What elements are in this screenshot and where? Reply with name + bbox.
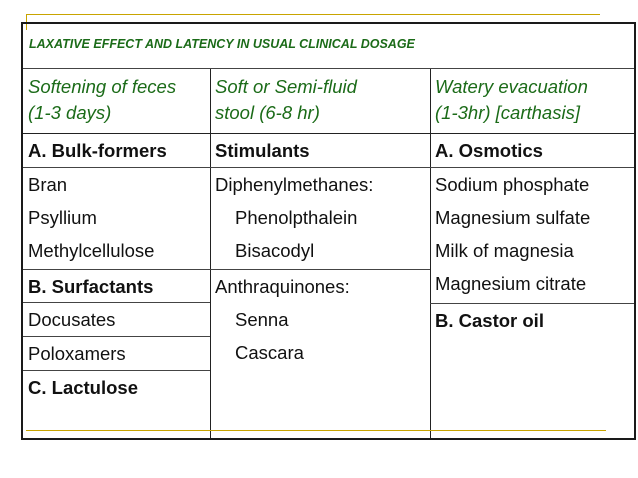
list-item: Poloxamers	[23, 337, 210, 371]
header-watery: Watery evacuation (1-3hr) [carthasis]	[430, 69, 634, 134]
header-soft-stool: Soft or Semi-fluid stool (6-8 hr)	[210, 69, 430, 134]
category-bulk-formers: A. Bulk-formers	[23, 134, 210, 168]
decorative-top-line	[26, 14, 600, 15]
list-item: Senna	[235, 309, 289, 330]
header-softening: Softening of feces (1-3 days)	[23, 69, 210, 134]
list-item: Milk of magnesia	[435, 240, 574, 261]
header-line: (1-3 days)	[28, 102, 112, 123]
list-item: Docusates	[23, 303, 210, 337]
group-label: Anthraquinones:	[215, 276, 350, 297]
list-item: Magnesium sulfate	[435, 207, 591, 228]
column-watery: Watery evacuation (1-3hr) [carthasis] A.…	[430, 69, 634, 438]
anthraquinones-group: Anthraquinones: Senna Cascara	[210, 269, 430, 439]
list-item: Bisacodyl	[235, 240, 315, 261]
header-line: Watery evacuation	[435, 76, 588, 97]
header-line: (1-3hr) [carthasis]	[435, 102, 580, 123]
column-softening: Softening of feces (1-3 days) A. Bulk-fo…	[23, 69, 211, 438]
category-osmotics: A. Osmotics	[430, 134, 634, 168]
category-castor-oil: B. Castor oil	[430, 303, 634, 337]
header-line: Soft or Semi-fluid	[215, 76, 357, 97]
list-item: Bran	[28, 174, 68, 195]
category-lactulose: C. Lactulose	[28, 377, 138, 398]
group-label: Diphenylmethanes:	[215, 174, 374, 195]
list-item: Sodium phosphate	[435, 174, 590, 195]
list-item: Magnesium citrate	[435, 273, 587, 294]
list-item: Phenolpthalein	[235, 207, 358, 228]
laxative-table: LAXATIVE EFFECT AND LATENCY IN USUAL CLI…	[21, 22, 636, 440]
decorative-bottom-line	[26, 430, 606, 431]
header-line: stool (6-8 hr)	[215, 102, 320, 123]
list-item: Methylcellulose	[28, 240, 155, 261]
category-stimulants: Stimulants	[210, 134, 430, 168]
category-surfactants: B. Surfactants	[23, 269, 210, 303]
header-line: Softening of feces	[28, 76, 177, 97]
diphenylmethanes-group: Diphenylmethanes: Phenolpthalein Bisacod…	[210, 168, 430, 269]
bulk-formers-list: Bran Psyllium Methylcellulose	[23, 168, 210, 268]
column-soft-stool: Soft or Semi-fluid stool (6-8 hr) Stimul…	[210, 69, 431, 438]
table-title: LAXATIVE EFFECT AND LATENCY IN USUAL CLI…	[23, 24, 634, 69]
list-item: Cascara	[235, 342, 304, 363]
list-item: Psyllium	[28, 207, 97, 228]
osmotics-list: Sodium phosphate Magnesium sulfate Milk …	[430, 168, 634, 303]
